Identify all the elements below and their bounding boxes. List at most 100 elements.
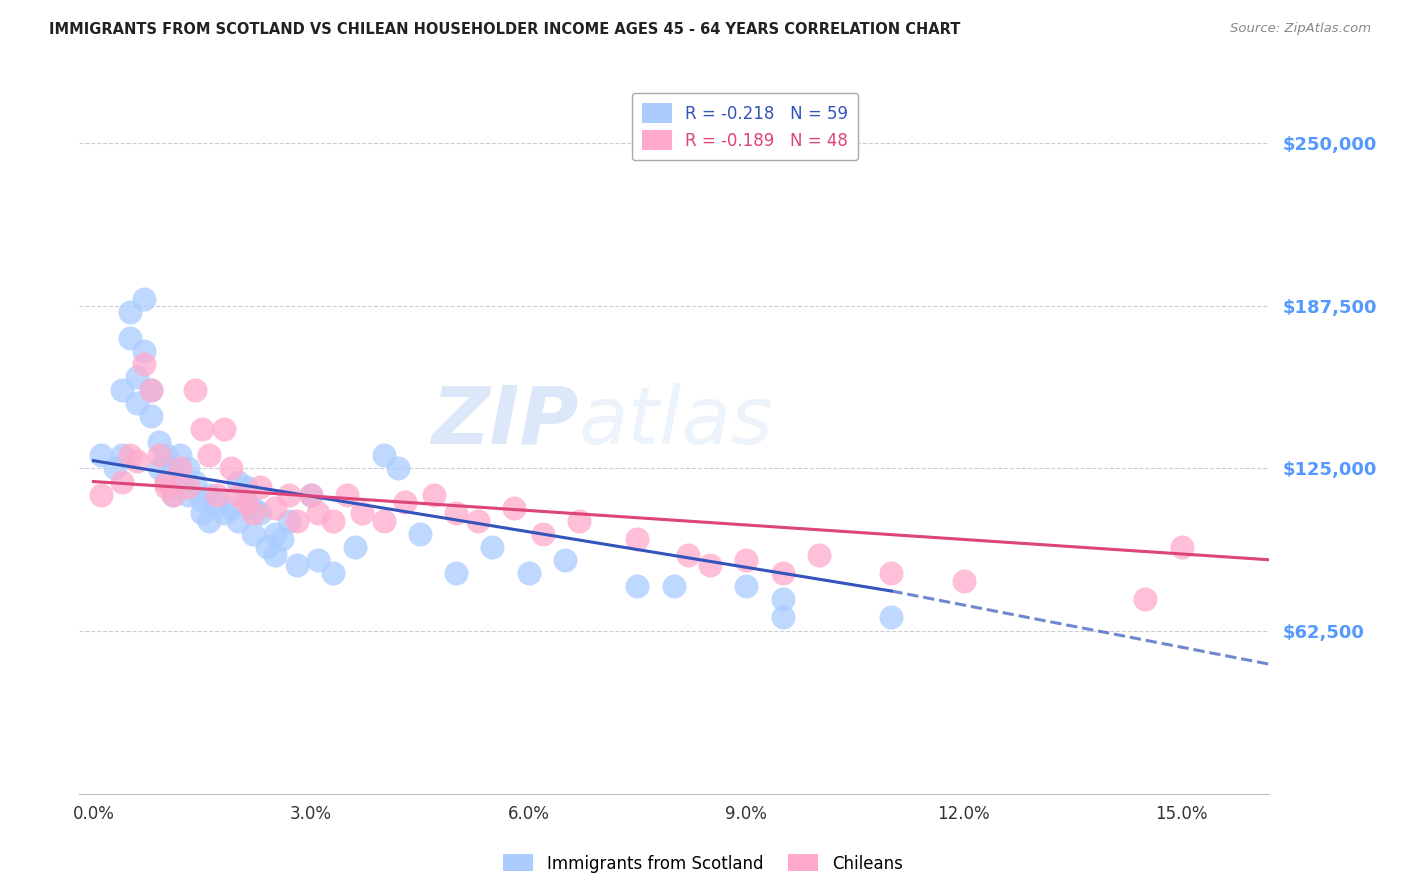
Point: [444, 506, 467, 520]
Point: [880, 610, 903, 624]
Point: [104, 461, 127, 475]
Point: [134, 357, 156, 371]
Point: [626, 579, 648, 593]
Point: [467, 514, 489, 528]
Point: [219, 500, 242, 515]
Point: [198, 487, 221, 501]
Point: [169, 480, 191, 494]
Point: [263, 548, 285, 562]
Point: [444, 566, 467, 580]
Point: [242, 500, 264, 515]
Point: [568, 514, 591, 528]
Point: [155, 449, 177, 463]
Point: [212, 422, 235, 436]
Point: [205, 487, 228, 501]
Point: [111, 384, 134, 398]
Point: [676, 548, 699, 562]
Point: [184, 384, 207, 398]
Point: [880, 566, 903, 580]
Point: [256, 540, 278, 554]
Point: [278, 514, 301, 528]
Point: [322, 566, 344, 580]
Point: [141, 384, 163, 398]
Point: [162, 487, 184, 501]
Point: [148, 461, 170, 475]
Point: [235, 495, 257, 509]
Point: [554, 553, 576, 567]
Point: [198, 449, 221, 463]
Legend: Immigrants from Scotland, Chileans: Immigrants from Scotland, Chileans: [496, 847, 910, 880]
Point: [141, 409, 163, 424]
Point: [517, 566, 540, 580]
Point: [350, 506, 373, 520]
Point: [249, 506, 271, 520]
Point: [271, 532, 294, 546]
Point: [228, 487, 250, 501]
Point: [155, 475, 177, 489]
Point: [169, 449, 191, 463]
Text: ZIP: ZIP: [432, 383, 578, 460]
Point: [1170, 540, 1192, 554]
Point: [373, 514, 395, 528]
Point: [285, 558, 308, 572]
Point: [125, 396, 148, 410]
Point: [162, 487, 184, 501]
Point: [423, 487, 446, 501]
Point: [242, 506, 264, 520]
Point: [141, 384, 163, 398]
Point: [307, 553, 329, 567]
Point: [212, 506, 235, 520]
Point: [263, 526, 285, 541]
Text: atlas: atlas: [578, 383, 773, 460]
Point: [90, 487, 112, 501]
Point: [278, 487, 301, 501]
Point: [249, 480, 271, 494]
Point: [191, 422, 214, 436]
Point: [336, 487, 359, 501]
Point: [373, 449, 395, 463]
Point: [155, 480, 177, 494]
Point: [162, 461, 184, 475]
Point: [191, 506, 214, 520]
Point: [235, 480, 257, 494]
Point: [299, 487, 322, 501]
Point: [111, 475, 134, 489]
Point: [228, 475, 250, 489]
Point: [134, 292, 156, 306]
Point: [111, 449, 134, 463]
Point: [699, 558, 721, 572]
Point: [626, 532, 648, 546]
Point: [118, 331, 141, 345]
Point: [343, 540, 366, 554]
Point: [191, 492, 214, 507]
Point: [198, 514, 221, 528]
Point: [125, 453, 148, 467]
Point: [807, 548, 830, 562]
Point: [953, 574, 976, 588]
Point: [772, 591, 794, 606]
Point: [481, 540, 503, 554]
Text: Source: ZipAtlas.com: Source: ZipAtlas.com: [1230, 22, 1371, 36]
Point: [503, 500, 526, 515]
Point: [322, 514, 344, 528]
Text: IMMIGRANTS FROM SCOTLAND VS CHILEAN HOUSEHOLDER INCOME AGES 45 - 64 YEARS CORREL: IMMIGRANTS FROM SCOTLAND VS CHILEAN HOUS…: [49, 22, 960, 37]
Point: [219, 461, 242, 475]
Point: [299, 487, 322, 501]
Point: [307, 506, 329, 520]
Point: [90, 449, 112, 463]
Point: [228, 514, 250, 528]
Point: [1135, 591, 1157, 606]
Point: [184, 475, 207, 489]
Point: [735, 579, 758, 593]
Point: [169, 461, 191, 475]
Point: [531, 526, 554, 541]
Point: [134, 344, 156, 359]
Point: [662, 579, 685, 593]
Point: [176, 480, 198, 494]
Point: [263, 500, 285, 515]
Point: [148, 449, 170, 463]
Point: [205, 495, 228, 509]
Point: [176, 487, 198, 501]
Point: [735, 553, 758, 567]
Point: [155, 475, 177, 489]
